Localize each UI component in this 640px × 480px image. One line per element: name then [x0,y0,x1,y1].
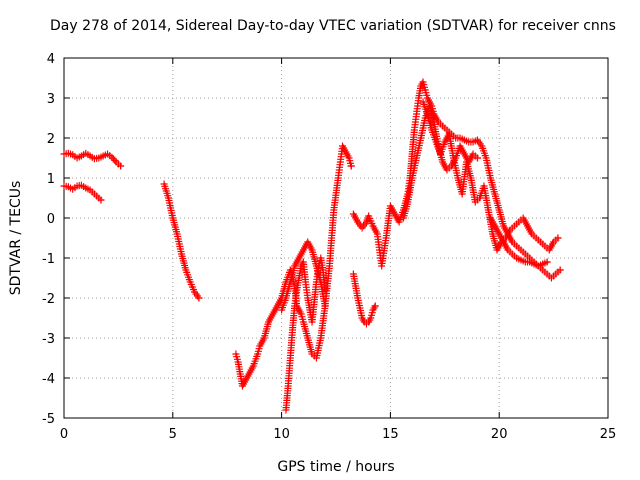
x-tick-label: 15 [382,427,399,442]
series-arc10 [419,98,562,254]
y-tick-label: 1 [47,172,55,187]
data-point [347,162,355,170]
x-tick-label: 0 [60,427,68,442]
x-tick-label: 25 [600,427,617,442]
series-arc5 [282,254,329,414]
data-point [195,294,203,302]
data-point [117,162,125,170]
series-arc3 [160,180,203,302]
data-layer [60,78,564,414]
x-tick-label: 5 [169,427,177,442]
series-arc4 [232,142,355,390]
y-tick-label: 2 [47,132,55,147]
series-arc2 [60,181,105,204]
data-point [371,302,379,310]
series-arc6 [278,238,329,314]
chart-title: Day 278 of 2014, Sidereal Day-to-day VTE… [50,18,616,34]
x-tick-label: 10 [273,427,290,442]
series-arc11 [486,214,551,270]
y-tick-label: 3 [47,92,55,107]
series-arc7 [349,270,379,328]
data-point [111,156,119,164]
grid-layer [64,58,608,418]
y-tick-label: 4 [47,52,55,67]
data-point [473,154,481,162]
data-point [321,302,329,310]
x-axis-label: GPS time / hours [277,459,394,475]
y-axis-label: SDTVAR / TECUs [8,181,24,296]
plot-frame [63,57,609,419]
series-arc1 [60,149,125,170]
y-tick-label: 0 [47,212,55,227]
data-point [554,234,562,242]
y-tick-label: -1 [42,252,55,267]
y-tick-label: -5 [42,412,55,427]
y-tick-label: -2 [42,292,55,307]
data-point [543,258,551,266]
data-point [97,196,105,204]
tick-layer: 0 5 10 15 20 25 -5 -4 -3 -2 -1 0 1 2 3 4 [42,52,616,442]
data-point [556,266,564,274]
x-tick-label: 20 [491,427,508,442]
y-tick-label: -4 [42,372,55,387]
y-tick-label: -3 [42,332,55,347]
